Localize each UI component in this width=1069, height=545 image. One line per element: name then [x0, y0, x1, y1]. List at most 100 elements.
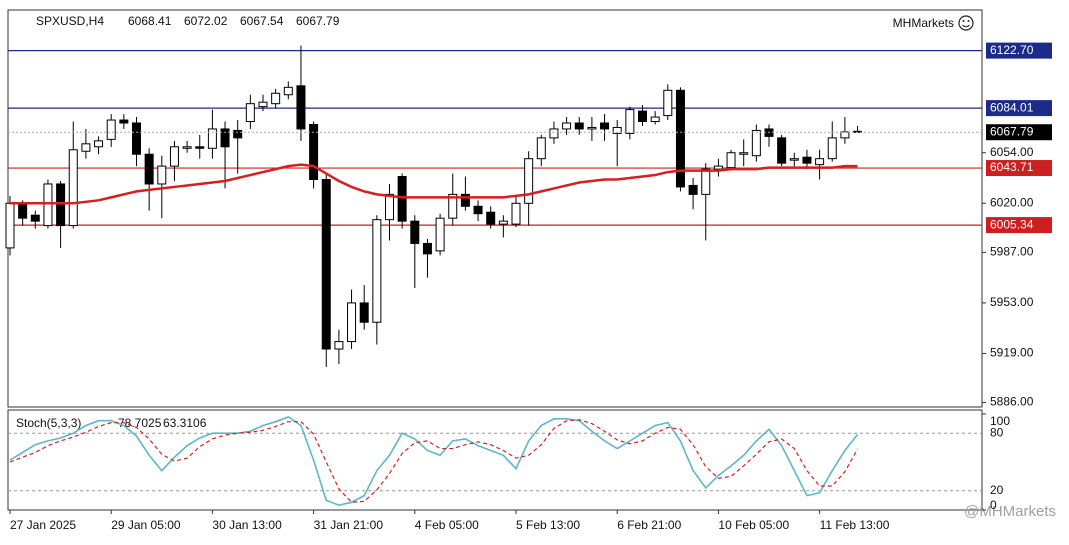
candle-body — [815, 158, 825, 166]
stoch-k-value: 78.7025 — [118, 416, 162, 430]
candle-body — [132, 122, 141, 155]
candle-body — [739, 152, 749, 155]
x-tick-label: 5 Feb 13:00 — [516, 518, 580, 532]
y-tick-label: 6020.00 — [990, 195, 1034, 209]
level-label-box — [986, 217, 1052, 234]
x-tick-label: 30 Jan 13:00 — [212, 518, 282, 532]
candle-body — [309, 123, 319, 181]
candle-body — [359, 302, 369, 323]
candle-body — [612, 126, 622, 134]
candle-body — [245, 103, 255, 123]
candle-body — [347, 302, 357, 343]
level-label-box — [986, 160, 1052, 177]
candle-body — [486, 211, 496, 225]
candle-body — [56, 183, 66, 227]
candle-body — [283, 86, 293, 96]
candle-body — [650, 116, 660, 123]
candle-body — [827, 137, 837, 160]
candle-body — [663, 89, 673, 117]
candle-body — [701, 168, 711, 195]
candle-body — [157, 165, 167, 185]
candle-body — [182, 146, 192, 149]
candle-body — [94, 140, 104, 148]
candle-body — [549, 128, 559, 139]
y-tick-label: 100 — [990, 414, 1010, 428]
x-tick-label: 6 Feb 21:00 — [617, 518, 681, 532]
candle-body — [562, 122, 572, 130]
current-price-label: 6067.79 — [990, 124, 1034, 138]
candle-body — [30, 214, 40, 222]
level-label-box — [986, 100, 1052, 117]
candle-body — [220, 128, 230, 148]
x-tick-label: 31 Jan 21:00 — [314, 518, 384, 532]
main-panel — [7, 9, 983, 408]
header-high: 6072.02 — [184, 14, 228, 28]
candle-body — [675, 89, 685, 188]
candle-body — [789, 158, 799, 161]
candle-body — [625, 109, 635, 134]
candle-body — [688, 184, 698, 195]
x-tick-label: 27 Jan 2025 — [10, 518, 76, 532]
candle-body — [473, 205, 483, 215]
candle-body — [802, 156, 812, 164]
candle-body — [587, 126, 597, 130]
candle-body — [233, 129, 243, 139]
chart-title: SPXUSD,H4 — [36, 14, 104, 28]
y-tick-label: 5953.00 — [990, 295, 1034, 309]
candle-body — [422, 242, 432, 255]
candle-body — [144, 153, 154, 185]
y-tick-label: 5886.00 — [990, 395, 1034, 409]
candle-body — [460, 193, 470, 207]
y-tick-label: 20 — [990, 483, 1004, 497]
candle-body — [448, 193, 458, 219]
candle-body — [18, 202, 28, 219]
x-tick-label: 11 Feb 13:00 — [820, 518, 890, 532]
candle-body — [777, 137, 787, 164]
stoch-title: Stoch(5,3,3) — [16, 416, 81, 430]
level-label: 6084.01 — [990, 100, 1034, 114]
candle-body — [207, 128, 217, 149]
candle-body — [511, 202, 521, 225]
candle-body — [751, 129, 761, 157]
level-label-box — [986, 42, 1052, 59]
candle-body — [410, 220, 420, 244]
level-label: 6043.71 — [990, 160, 1034, 174]
brand-icon — [958, 15, 974, 31]
header-open: 6068.41 — [128, 14, 172, 28]
watermark: @MHMarkets — [964, 503, 1056, 520]
candle-body — [600, 122, 610, 130]
header-low: 6067.54 — [240, 14, 284, 28]
candle-body — [638, 110, 647, 123]
candle-body — [536, 137, 546, 160]
candle-body — [81, 143, 91, 152]
candle-body — [5, 202, 15, 249]
candle-body — [43, 183, 53, 227]
y-tick-label: 6054.00 — [990, 145, 1034, 159]
brand: MHMarkets — [893, 16, 954, 30]
candle-body — [713, 165, 723, 170]
y-tick-label: 5919.00 — [990, 346, 1034, 360]
candle-body — [385, 193, 394, 221]
x-tick-label: 29 Jan 05:00 — [111, 518, 181, 532]
candle-body — [524, 158, 534, 204]
moving-average — [10, 163, 858, 205]
stoch-line — [9, 415, 859, 507]
x-tick-label: 10 Feb 05:00 — [718, 518, 789, 532]
candle-body — [435, 217, 445, 252]
candle-body — [372, 219, 382, 323]
stoch-line — [9, 419, 859, 503]
candles — [5, 45, 863, 367]
candle-body — [397, 176, 407, 222]
candle-body — [258, 101, 268, 108]
x-tick-label: 4 Feb 05:00 — [415, 518, 479, 532]
candle-body — [195, 146, 205, 149]
candle-body — [498, 220, 508, 225]
level-label: 6122.70 — [990, 43, 1034, 57]
candle-body — [106, 119, 116, 140]
y-tick-label: 5987.00 — [990, 245, 1034, 259]
current-price-box — [986, 124, 1052, 141]
header-close: 6067.79 — [296, 14, 340, 28]
candle-body — [321, 179, 331, 350]
candle-body — [840, 131, 850, 139]
